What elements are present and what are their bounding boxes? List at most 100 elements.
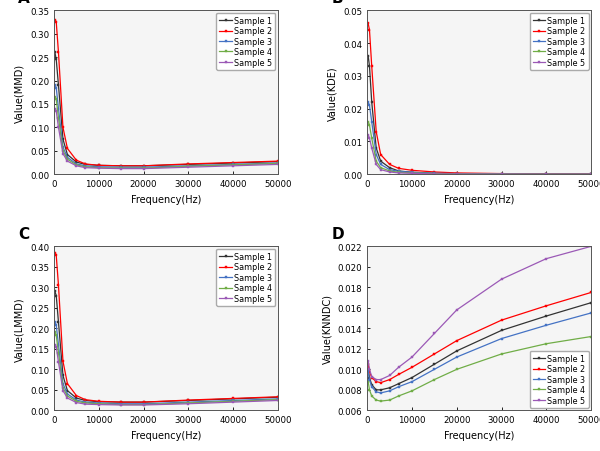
Sample 4 — [386, 397, 393, 403]
Sample 5 — [82, 401, 89, 407]
Sample 4 — [587, 172, 595, 178]
Line: Sample 5: Sample 5 — [53, 344, 279, 406]
Sample 1 — [95, 399, 103, 405]
Sample 1 — [373, 387, 380, 393]
Sample 4 — [395, 170, 402, 175]
X-axis label: Frequency(Hz): Frequency(Hz) — [131, 194, 201, 204]
Sample 2 — [274, 394, 281, 400]
Sample 3 — [368, 384, 376, 390]
Sample 3 — [73, 397, 80, 403]
Line: Sample 4: Sample 4 — [53, 97, 279, 170]
Sample 4 — [51, 95, 58, 101]
Text: C: C — [18, 227, 29, 242]
Sample 1 — [73, 396, 80, 401]
Sample 3 — [377, 390, 384, 396]
Sample 2 — [53, 253, 60, 258]
Sample 1 — [377, 159, 384, 165]
Sample 3 — [587, 172, 595, 178]
Sample 3 — [274, 161, 281, 166]
Sample 2 — [229, 161, 236, 166]
Sample 4 — [73, 399, 80, 404]
Sample 5 — [373, 162, 380, 168]
Sample 4 — [82, 400, 89, 406]
Sample 1 — [140, 164, 147, 169]
Sample 4 — [542, 341, 550, 347]
Sample 1 — [118, 164, 125, 169]
Sample 1 — [73, 160, 80, 166]
Sample 4 — [368, 393, 376, 399]
Sample 2 — [368, 64, 376, 69]
Sample 2 — [185, 162, 192, 167]
X-axis label: Frequency(Hz): Frequency(Hz) — [444, 194, 514, 204]
Sample 5 — [587, 172, 595, 178]
Sample 2 — [431, 351, 438, 357]
Sample 2 — [73, 393, 80, 398]
Sample 1 — [395, 169, 402, 174]
Sample 4 — [185, 400, 192, 406]
Sample 5 — [51, 342, 58, 348]
X-axis label: Frequency(Hz): Frequency(Hz) — [444, 430, 514, 440]
Sample 2 — [82, 162, 89, 167]
Y-axis label: Value(KNNDC): Value(KNNDC) — [322, 294, 332, 364]
Line: Sample 2: Sample 2 — [367, 291, 592, 384]
Sample 4 — [498, 172, 505, 177]
Sample 4 — [365, 120, 372, 125]
Sample 3 — [377, 162, 384, 168]
Sample 2 — [453, 171, 460, 176]
Line: Sample 3: Sample 3 — [53, 85, 279, 169]
Sample 5 — [386, 373, 393, 378]
Sample 1 — [453, 171, 460, 177]
Sample 1 — [366, 375, 373, 380]
Sample 5 — [368, 146, 376, 152]
Line: Sample 2: Sample 2 — [53, 252, 279, 404]
Sample 3 — [542, 172, 550, 177]
Sample 5 — [140, 166, 147, 172]
Sample 1 — [498, 172, 505, 177]
Sample 1 — [498, 328, 505, 333]
Text: B: B — [331, 0, 343, 6]
Sample 5 — [409, 354, 416, 360]
Sample 2 — [377, 152, 384, 158]
Sample 2 — [140, 400, 147, 405]
Sample 3 — [82, 164, 89, 169]
Sample 4 — [395, 393, 402, 399]
Sample 1 — [368, 382, 376, 387]
Sample 5 — [55, 359, 62, 365]
Sample 2 — [368, 375, 376, 380]
Sample 5 — [118, 166, 125, 172]
Sample 2 — [395, 372, 402, 377]
Sample 2 — [409, 365, 416, 370]
Sample 3 — [51, 320, 58, 325]
Sample 3 — [73, 162, 80, 167]
Sample 2 — [542, 172, 550, 177]
Sample 2 — [587, 290, 595, 295]
Sample 5 — [55, 125, 62, 131]
Sample 5 — [274, 398, 281, 403]
Line: Sample 1: Sample 1 — [367, 302, 592, 391]
Sample 1 — [51, 289, 58, 295]
Sample 3 — [64, 155, 71, 161]
Sample 4 — [373, 397, 380, 403]
Sample 5 — [498, 277, 505, 282]
Sample 3 — [365, 369, 372, 374]
Sample 4 — [365, 379, 372, 385]
Sample 3 — [498, 172, 505, 177]
Sample 2 — [373, 379, 380, 385]
Sample 4 — [366, 123, 373, 129]
Sample 4 — [274, 161, 281, 167]
Sample 2 — [55, 283, 62, 288]
Sample 1 — [386, 166, 393, 171]
Sample 2 — [395, 166, 402, 172]
Sample 5 — [229, 400, 236, 405]
Line: Sample 5: Sample 5 — [367, 134, 592, 176]
Line: Sample 4: Sample 4 — [367, 121, 592, 176]
Sample 3 — [118, 401, 125, 406]
Sample 3 — [431, 367, 438, 372]
Sample 5 — [95, 166, 103, 171]
Sample 5 — [95, 402, 103, 407]
Sample 2 — [409, 168, 416, 174]
Sample 3 — [373, 389, 380, 395]
Sample 3 — [95, 400, 103, 406]
Y-axis label: Value(KDE): Value(KDE) — [328, 66, 338, 120]
Sample 2 — [373, 129, 380, 135]
